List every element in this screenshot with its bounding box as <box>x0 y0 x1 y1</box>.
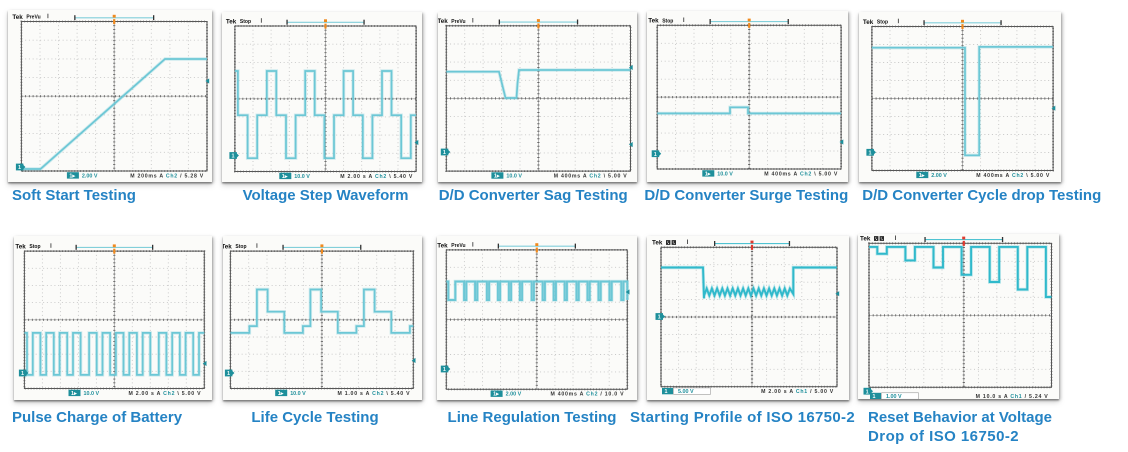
svg-text:M 2.00 s A Ch2 \ 5.00 V: M 2.00 s A Ch2 \ 5.00 V <box>128 390 201 396</box>
svg-text:Tek: Tek <box>862 18 873 25</box>
svg-text:1▸: 1▸ <box>493 392 499 398</box>
svg-text:M 2.00 s A Ch1 / 5.00 V: M 2.00 s A Ch1 / 5.00 V <box>761 389 834 395</box>
svg-text:1.00 V: 1.00 V <box>886 394 902 399</box>
svg-text:1: 1 <box>657 315 660 321</box>
svg-text:Tek: Tek <box>860 236 871 243</box>
svg-text:1▸: 1▸ <box>281 173 287 179</box>
svg-text:1▸: 1▸ <box>278 390 284 396</box>
svg-text:1▸: 1▸ <box>69 173 75 179</box>
svg-text:1: 1 <box>443 150 446 156</box>
svg-text:10.0 V: 10.0 V <box>294 173 310 179</box>
svg-text:1▸: 1▸ <box>494 173 500 179</box>
svg-text:M 400ms A Ch2 / 10.0 V: M 400ms A Ch2 / 10.0 V <box>550 392 624 398</box>
svg-text:1: 1 <box>868 150 871 156</box>
svg-text:M 1.00 s A Ch2 \ 5.40 V: M 1.00 s A Ch2 \ 5.40 V <box>337 390 410 396</box>
svg-text:1▸: 1▸ <box>918 172 924 178</box>
svg-text:Tek: Tek <box>648 18 659 25</box>
svg-text:10.0 V: 10.0 V <box>717 171 733 177</box>
svg-text:Stop: Stop <box>239 19 250 25</box>
svg-text:M 10.0 s A Ch1 / 5.24 V: M 10.0 s A Ch1 / 5.24 V <box>976 394 1049 399</box>
svg-text:Tek: Tek <box>225 18 236 25</box>
svg-text:1: 1 <box>21 371 24 377</box>
svg-text:Tek: Tek <box>652 240 663 247</box>
svg-text:1▸: 1▸ <box>71 390 77 396</box>
svg-text:Stop: Stop <box>29 244 40 250</box>
svg-text:1: 1 <box>873 394 876 399</box>
svg-text:2.00 V: 2.00 V <box>82 173 98 179</box>
svg-text:Tek: Tek <box>437 242 448 249</box>
svg-text:M 200ms A Ch2 / 5.28 V: M 200ms A Ch2 / 5.28 V <box>130 173 204 179</box>
svg-text:10.0 V: 10.0 V <box>84 390 100 396</box>
svg-text:M 2.00 s A Ch2 \ 5.40 V: M 2.00 s A Ch2 \ 5.40 V <box>340 173 413 179</box>
svg-text:10.0 V: 10.0 V <box>506 173 522 179</box>
svg-text:2.00 V: 2.00 V <box>931 172 947 178</box>
svg-text:Tek: Tek <box>438 18 448 25</box>
svg-text:PreVu: PreVu <box>451 18 465 24</box>
svg-text:1: 1 <box>231 153 234 159</box>
svg-text:Stop: Stop <box>876 19 887 25</box>
svg-text:M 400ms A Ch2 \ 5.00 V: M 400ms A Ch2 \ 5.00 V <box>764 171 838 177</box>
svg-text:Stop: Stop <box>235 244 246 250</box>
svg-text:10.0 V: 10.0 V <box>290 390 306 396</box>
svg-text:Tek: Tek <box>223 243 232 250</box>
svg-text:Stop: Stop <box>662 18 673 24</box>
svg-text:PreVu: PreVu <box>26 15 40 21</box>
svg-text:1: 1 <box>18 165 21 171</box>
svg-text:2.00 V: 2.00 V <box>506 392 522 398</box>
svg-text:1: 1 <box>866 389 869 395</box>
svg-text:1▸: 1▸ <box>704 171 710 177</box>
svg-text:M 400ms A Ch2 \ 5.00 V: M 400ms A Ch2 \ 5.00 V <box>976 172 1050 178</box>
svg-text:Tek: Tek <box>15 243 26 250</box>
svg-text:M 400ms A Ch2 \ 5.00 V: M 400ms A Ch2 \ 5.00 V <box>554 173 628 179</box>
svg-text:1: 1 <box>664 389 667 395</box>
svg-text:PreVu: PreVu <box>451 243 465 249</box>
svg-text:1: 1 <box>443 367 446 373</box>
svg-text:1: 1 <box>227 371 230 377</box>
svg-text:5.00 V: 5.00 V <box>678 389 694 395</box>
svg-text:1: 1 <box>653 152 656 158</box>
svg-text:Tek: Tek <box>12 14 23 21</box>
